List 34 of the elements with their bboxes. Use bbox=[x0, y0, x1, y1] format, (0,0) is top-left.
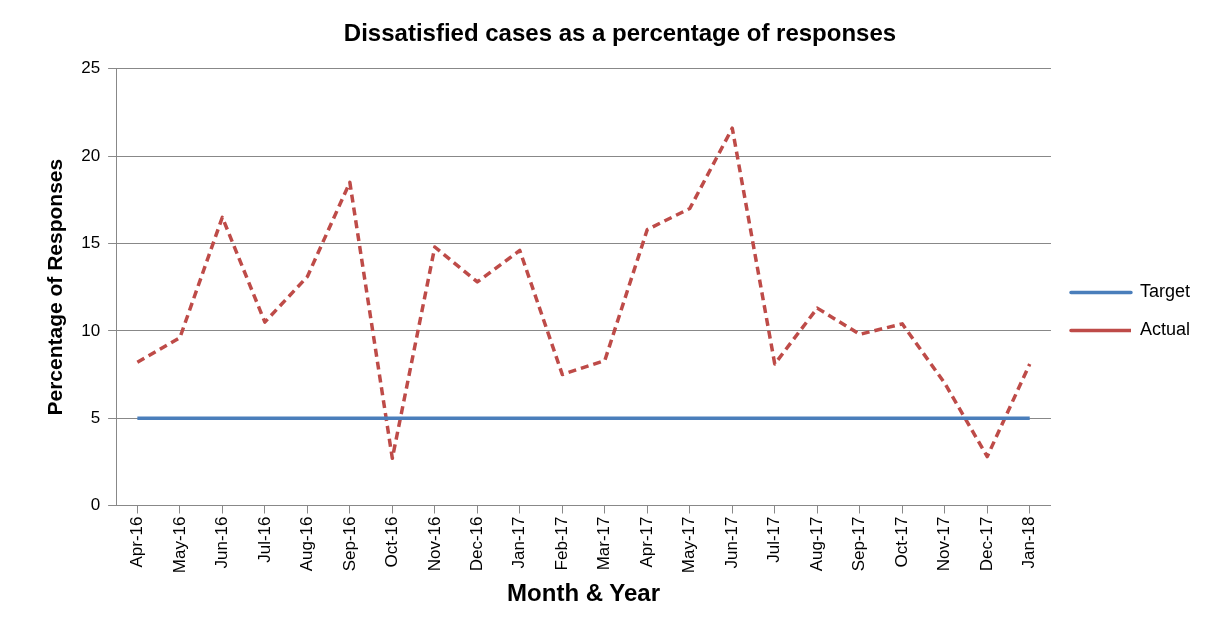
x-axis-title: Month & Year bbox=[507, 579, 660, 607]
x-tick-label: Nov-16 bbox=[424, 516, 444, 572]
x-tick-label: Dec-17 bbox=[976, 516, 996, 572]
y-tick-label: 10 bbox=[81, 320, 101, 340]
x-tick-label: Aug-16 bbox=[297, 516, 317, 572]
chart-title: Dissatisfied cases as a percentage of responses bbox=[343, 19, 897, 47]
x-tick-label: Jun-17 bbox=[721, 516, 741, 569]
x-tick-label: Apr-16 bbox=[127, 516, 147, 568]
x-tick-label: Jul-16 bbox=[254, 516, 274, 563]
legend-label: Target bbox=[1139, 281, 1190, 302]
x-tick-label: Jan-18 bbox=[1019, 516, 1039, 569]
y-tick-label: 15 bbox=[81, 233, 101, 253]
x-tick-label: Feb-17 bbox=[551, 516, 571, 571]
x-tick-label: Jun-16 bbox=[212, 516, 232, 569]
x-tick-label: Sep-17 bbox=[849, 516, 869, 572]
y-tick-label: 25 bbox=[81, 58, 101, 78]
x-tick-label: Oct-17 bbox=[891, 516, 911, 568]
y-tick-label: 20 bbox=[81, 145, 101, 165]
x-tick-label: Mar-17 bbox=[594, 516, 614, 571]
x-tick-label: Nov-17 bbox=[934, 516, 954, 572]
x-tick-label: May-16 bbox=[169, 516, 189, 574]
y-tick-label: 0 bbox=[90, 495, 101, 515]
x-tick-label: Apr-17 bbox=[636, 516, 656, 568]
y-axis-title: Percentage of Responses bbox=[43, 158, 67, 416]
line-series bbox=[135, 126, 1032, 461]
x-tick-label: Dec-16 bbox=[466, 516, 486, 572]
legend-label: Actual bbox=[1139, 319, 1190, 340]
y-tick-label: 5 bbox=[90, 407, 101, 427]
x-tick-label: Jul-17 bbox=[764, 516, 784, 563]
x-tick-label: Jan-17 bbox=[509, 516, 529, 569]
x-tick-label: May-17 bbox=[679, 516, 699, 574]
x-tick-label: Oct-16 bbox=[382, 516, 402, 568]
x-tick-label: Sep-16 bbox=[339, 516, 359, 572]
x-tick-label: Aug-17 bbox=[806, 516, 826, 572]
